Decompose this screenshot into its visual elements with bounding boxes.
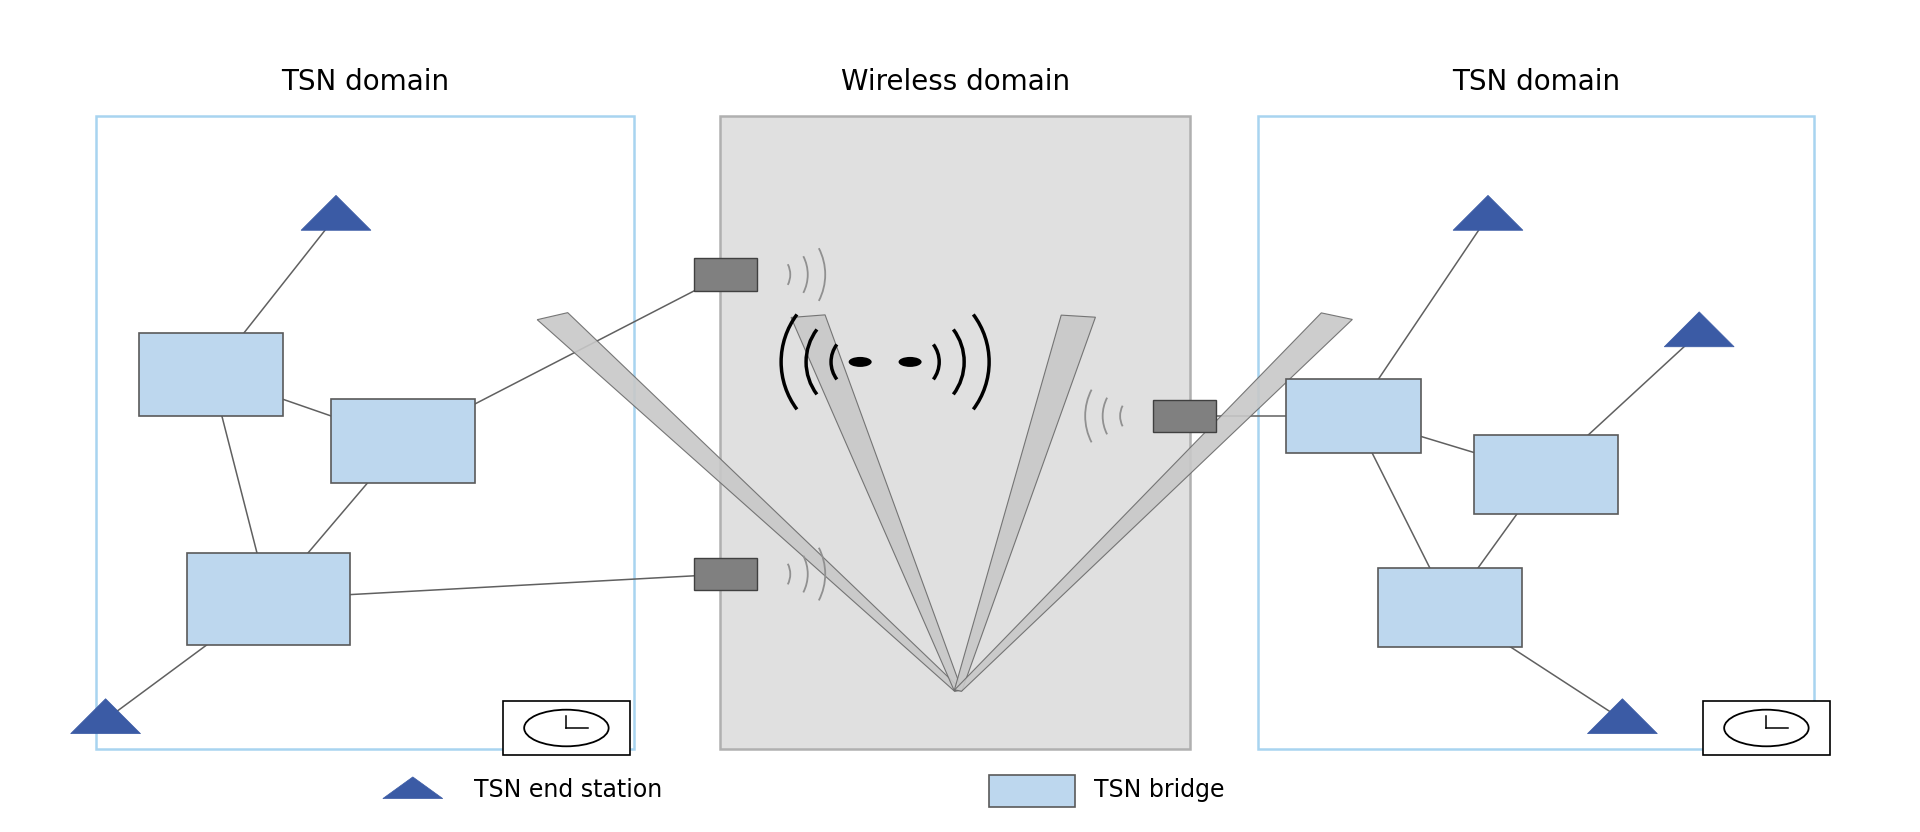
Bar [1379, 567, 1523, 647]
Text: TSN bridge: TSN bridge [1094, 779, 1225, 802]
Polygon shape [382, 777, 444, 799]
Bar [330, 399, 476, 483]
Bar [140, 333, 284, 416]
Bar [693, 558, 756, 591]
Polygon shape [1588, 699, 1657, 734]
Circle shape [899, 357, 922, 367]
Bar [693, 258, 756, 290]
Polygon shape [791, 314, 962, 691]
Bar [188, 553, 349, 645]
Bar [1475, 434, 1617, 513]
Polygon shape [71, 699, 140, 734]
Bar [1258, 116, 1814, 749]
Text: Wireless domain: Wireless domain [841, 67, 1069, 96]
Bar [1703, 701, 1830, 755]
Polygon shape [954, 313, 1352, 691]
Bar [503, 701, 630, 755]
Bar [720, 116, 1190, 749]
Polygon shape [538, 313, 962, 691]
Bar [989, 775, 1075, 807]
Polygon shape [1665, 312, 1734, 347]
Bar [1152, 400, 1217, 433]
Circle shape [849, 357, 872, 367]
Polygon shape [301, 196, 371, 230]
Text: TSN end station: TSN end station [474, 779, 662, 802]
Polygon shape [1453, 196, 1523, 230]
Text: TSN domain: TSN domain [280, 67, 449, 96]
Polygon shape [954, 315, 1096, 691]
Bar [96, 116, 634, 749]
Text: TSN domain: TSN domain [1452, 67, 1620, 96]
Bar [1286, 379, 1421, 453]
